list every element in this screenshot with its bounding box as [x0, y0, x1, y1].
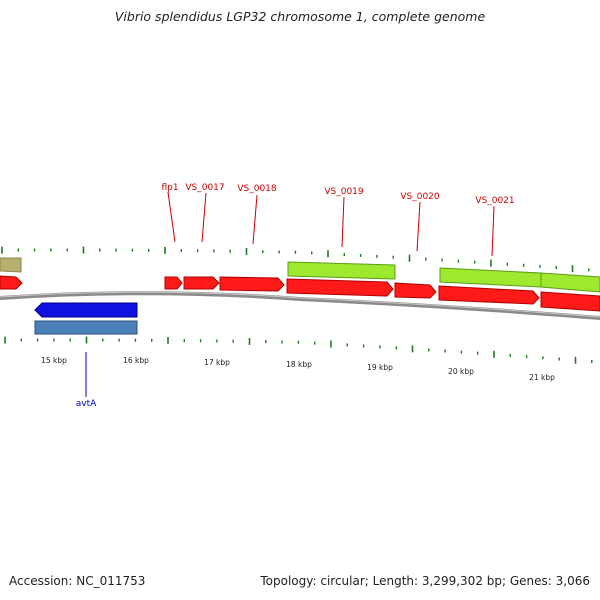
- accession-text: Accession: NC_011753: [9, 574, 146, 588]
- outer-tick-ring: [1, 246, 590, 273]
- gene-label-vs-0020[interactable]: VS_0020: [400, 192, 440, 202]
- gene-vs-0019[interactable]: [286, 278, 394, 297]
- scale-label-16kbp: 16 kbp: [123, 356, 149, 365]
- scale-label-18kbp: 18 kbp: [286, 360, 312, 369]
- scale-label-20kbp: 20 kbp: [448, 367, 474, 376]
- gene-label-vs-0018[interactable]: VS_0018: [237, 184, 277, 194]
- gene-vs-0018[interactable]: [219, 276, 285, 292]
- flp1-connector: [167, 191, 176, 243]
- gene-label-vs-0019[interactable]: VS_0019: [324, 187, 364, 197]
- gene-label-avta[interactable]: avtA: [76, 399, 97, 409]
- gene-flp1[interactable]: [164, 276, 183, 290]
- inner-tick-ring: [4, 336, 593, 364]
- gene-vs-0021[interactable]: [438, 285, 540, 305]
- scale-label-19kbp: 19 kbp: [367, 363, 393, 372]
- feature-vs-0019-region: [287, 261, 396, 280]
- vs-0019-connector: [341, 196, 345, 248]
- genome-backbone-highlight: [0, 291, 600, 318]
- gene-label-vs-0017[interactable]: VS_0017: [185, 183, 224, 193]
- genome-backbone: [0, 291, 600, 320]
- genome-title: Vibrio splendidus LGP32 chromosome 1, co…: [114, 9, 486, 24]
- feature-right-region: [540, 272, 600, 293]
- olive-feature: [0, 257, 22, 273]
- topology-text: Topology: circular; Length: 3,299,302 bp…: [260, 574, 590, 588]
- scale-label-15kbp: 15 kbp: [41, 356, 67, 365]
- vs-0018-connector: [252, 194, 258, 245]
- vs-0017-connector: [201, 192, 207, 243]
- gene-vs-0017[interactable]: [183, 276, 220, 290]
- scale-label-21kbp: 21 kbp: [529, 373, 555, 382]
- feature-vs-0021-region: [439, 267, 542, 288]
- gene-label-vs-0021[interactable]: VS_0021: [475, 196, 514, 206]
- gene-vs-0020[interactable]: [394, 282, 437, 299]
- scale-label-17kbp: 17 kbp: [204, 358, 230, 367]
- gene-left-edge[interactable]: [0, 275, 23, 290]
- vs-0020-connector: [416, 201, 421, 252]
- gene-label-flp1[interactable]: flp1: [161, 183, 178, 193]
- vs-0021-connector: [491, 205, 495, 257]
- gene-avta[interactable]: [34, 302, 138, 318]
- reverse-feature-avta: [34, 320, 138, 335]
- gene-right-edge[interactable]: [540, 291, 600, 312]
